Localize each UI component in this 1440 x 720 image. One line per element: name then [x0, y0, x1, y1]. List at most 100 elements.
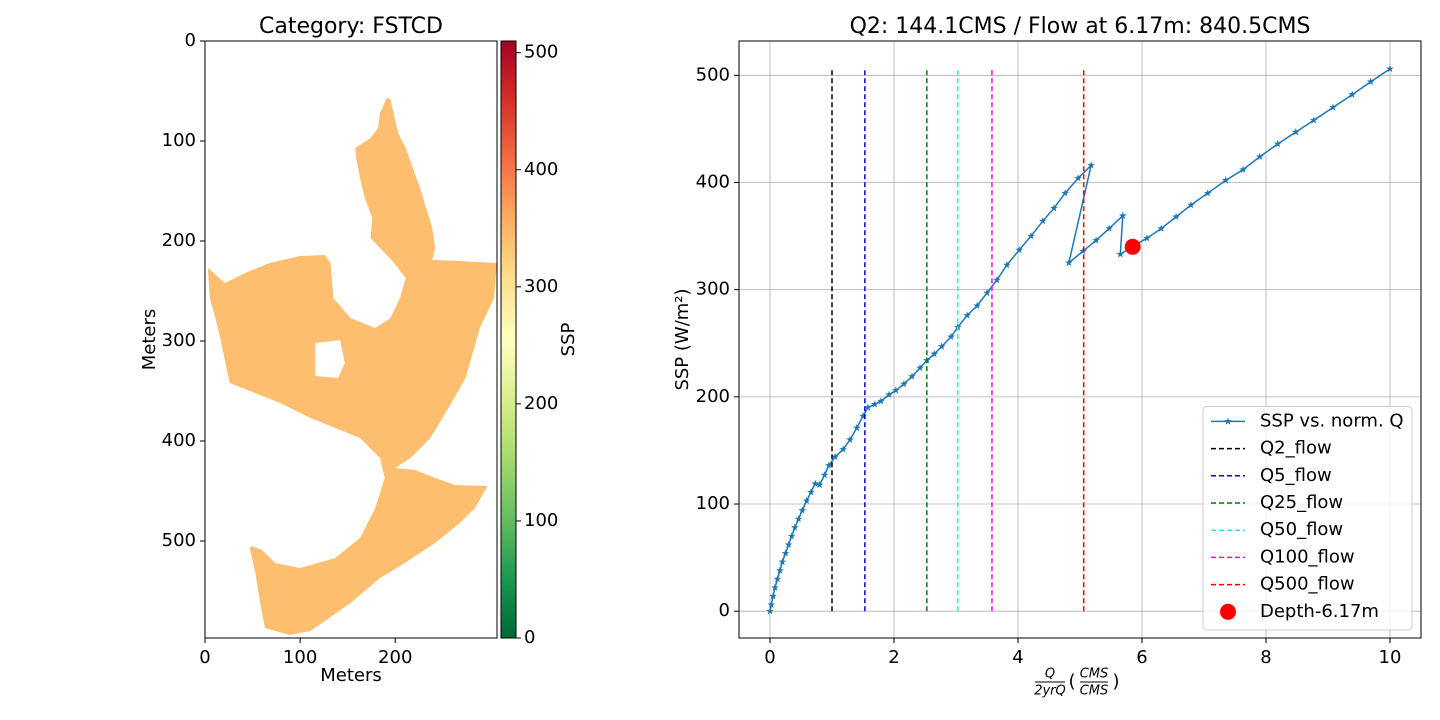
x-tick-label: 4: [1012, 647, 1023, 668]
star-marker: [937, 342, 946, 350]
star-marker: [993, 276, 1001, 284]
x-tick-label: 2: [888, 647, 899, 668]
star-marker: [973, 301, 981, 309]
x-tick-label: 10: [1379, 647, 1402, 668]
star-marker: [1273, 139, 1282, 148]
star-marker: [1050, 204, 1058, 212]
star-marker: [778, 557, 787, 566]
star-marker: [787, 532, 796, 540]
y-tick-label: 300: [162, 330, 196, 351]
star-marker: [859, 412, 867, 420]
x-tick-label: 0: [199, 647, 210, 668]
x-axis-label: Meters: [320, 665, 382, 686]
axes-frame: [204, 40, 498, 639]
star-marker: [825, 461, 833, 469]
star-marker: [1203, 189, 1212, 197]
legend-marker: [1220, 603, 1236, 620]
legend-marker: [1224, 417, 1232, 425]
y-tick-label: 400: [162, 430, 196, 451]
star-marker: [1366, 77, 1375, 85]
star-marker: [771, 583, 779, 591]
star-marker: [767, 600, 776, 609]
x-tick-label: 6: [1136, 647, 1147, 668]
x-tick-label: 0: [764, 647, 775, 668]
star-marker: [1087, 161, 1095, 169]
star-marker: [766, 607, 774, 615]
star-marker: [892, 386, 900, 394]
star-marker: [1386, 64, 1394, 73]
star-marker: [776, 566, 784, 574]
star-marker: [846, 435, 854, 443]
y-axis-label: Meters: [139, 309, 160, 371]
star-marker: [1143, 234, 1151, 242]
legend-label: Q5_flow: [1260, 465, 1332, 486]
legend-box: [1202, 405, 1413, 631]
star-marker: [1187, 200, 1195, 209]
y-tick-label: 400: [696, 171, 730, 192]
star-marker: [798, 506, 807, 514]
star-marker: [1003, 261, 1011, 269]
colorbar-label: SSP: [558, 323, 579, 357]
legend-label: Q2_flow: [1260, 438, 1332, 459]
y-tick-label: 500: [162, 530, 196, 551]
y-tick-label: 100: [696, 493, 730, 514]
star-marker: [1348, 90, 1356, 98]
star-marker: [839, 445, 847, 453]
colorbar: [500, 40, 517, 639]
x-tick-label: 8: [1260, 647, 1271, 668]
star-marker: [769, 592, 777, 600]
y-tick-label: 100: [162, 130, 196, 151]
star-marker: [1291, 128, 1300, 136]
star-marker: [1255, 152, 1264, 160]
star-marker: [773, 575, 782, 583]
star-marker: [900, 379, 908, 388]
star-marker: [930, 349, 939, 358]
colorbar-tick-label: 400: [524, 159, 558, 180]
y-tick-label: 200: [696, 386, 730, 407]
star-marker: [916, 363, 924, 372]
y-tick-label: 500: [696, 64, 730, 85]
star-marker: [864, 403, 872, 411]
colorbar-tick-label: 100: [524, 510, 558, 531]
star-marker: [802, 496, 811, 505]
star-marker: [820, 471, 829, 479]
chart-title: Q2: 144.1CMS / Flow at 6.17m: 840.5CMS: [850, 14, 1311, 39]
chart-title: Category: FSTCD: [259, 14, 443, 39]
star-marker: [1061, 189, 1069, 197]
x-tick-label: 200: [378, 647, 412, 668]
legend-label: Q100_flow: [1260, 546, 1355, 567]
star-marker: [885, 390, 893, 398]
star-marker: [852, 423, 861, 432]
region: [207, 98, 497, 635]
y-tick-label: 300: [696, 279, 730, 300]
y-tick-label: 200: [162, 230, 196, 251]
colorbar-tick-label: 0: [524, 627, 535, 648]
colorbar-tick-label: 200: [524, 393, 558, 414]
star-marker: [1118, 211, 1127, 219]
star-marker: [1157, 224, 1166, 232]
star-marker: [1015, 246, 1024, 254]
axes-frame: [738, 40, 1422, 639]
star-marker: [1239, 165, 1247, 173]
star-marker: [1074, 174, 1082, 182]
star-marker: [790, 523, 799, 531]
star-marker: [1027, 232, 1035, 240]
x-label-bracket: (: [1068, 671, 1075, 692]
star-marker: [947, 332, 955, 341]
legend-label: Q25_flow: [1260, 492, 1343, 513]
star-marker: [815, 480, 824, 488]
x-label-unit-denominator: CMS: [1080, 684, 1109, 699]
star-marker: [811, 479, 820, 487]
x-label-unit-numerator: CMS: [1080, 667, 1109, 682]
legend-label: Depth-6.17m: [1260, 601, 1379, 622]
star-marker: [781, 549, 790, 557]
x-label-denominator: 2yrQ: [1034, 684, 1066, 699]
star-marker: [1116, 250, 1125, 258]
star-marker: [784, 540, 793, 548]
star-marker: [1092, 236, 1100, 244]
star-marker: [1172, 212, 1180, 221]
depth-point: [1124, 238, 1141, 255]
star-marker: [877, 397, 885, 405]
